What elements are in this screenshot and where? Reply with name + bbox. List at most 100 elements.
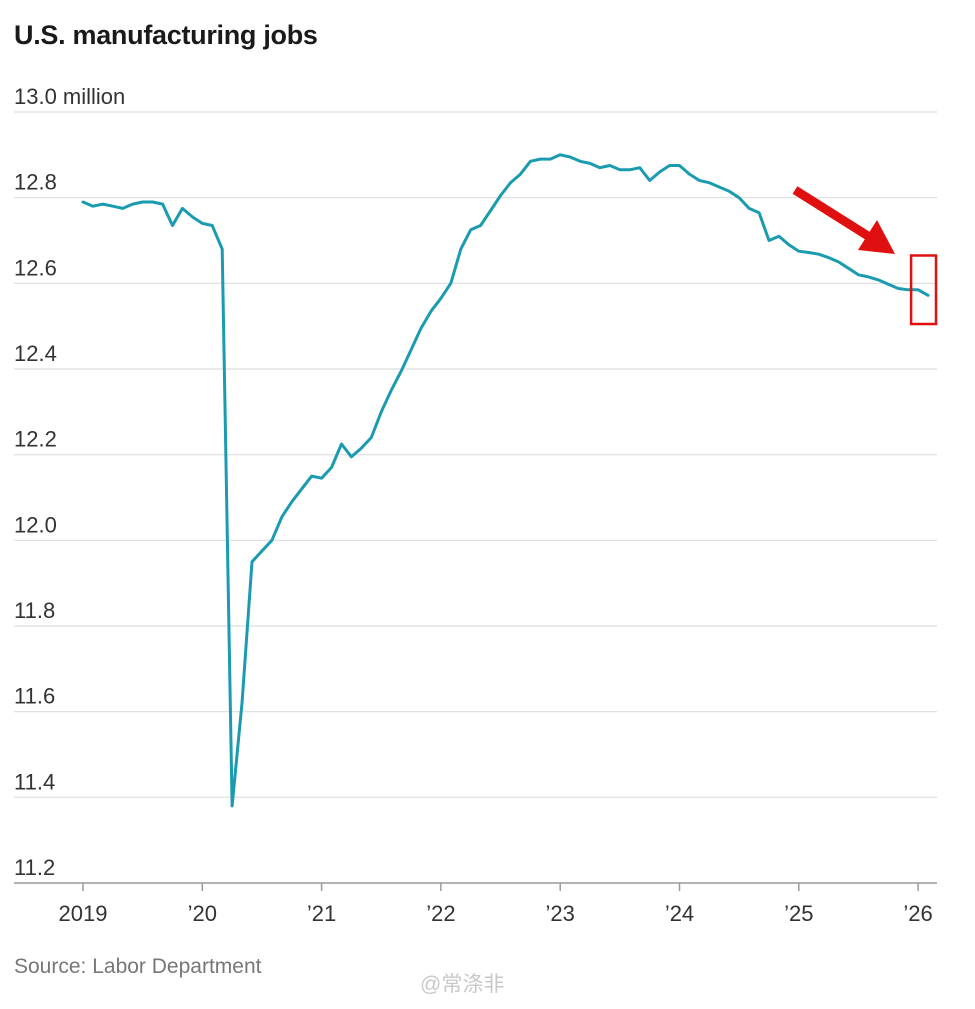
data-point [768, 239, 771, 242]
data-point [738, 196, 741, 199]
data-point [748, 207, 751, 210]
y-tick-label: 11.2 [14, 855, 55, 880]
data-point [509, 181, 512, 184]
data-point [539, 158, 542, 161]
data-point [181, 207, 184, 210]
data-point [489, 209, 492, 212]
x-tick-label: ’26 [903, 901, 932, 926]
annotation-arrow-shaft [792, 186, 871, 240]
annotation-arrow-head [858, 220, 895, 254]
series-layer [81, 153, 930, 808]
data-point [360, 447, 363, 450]
data-point [519, 173, 522, 176]
data-point [82, 201, 85, 204]
y-tick-label: 13.0 million [14, 84, 125, 109]
y-axis-labels: 13.0 million 12.8 12.6 12.4 12.2 12.0 11.8 11.6… [14, 84, 125, 880]
data-point [678, 164, 681, 167]
data-point [529, 160, 532, 163]
data-point [658, 171, 661, 174]
data-point [320, 477, 323, 480]
data-point [837, 260, 840, 263]
data-point [927, 294, 930, 297]
data-point [141, 201, 144, 204]
data-point [449, 282, 452, 285]
data-point [300, 487, 303, 490]
data-point [579, 160, 582, 163]
data-point [390, 389, 393, 392]
data-point [101, 203, 104, 206]
x-tick-label: 2019 [59, 901, 108, 926]
annotations [792, 186, 938, 326]
data-point [698, 179, 701, 182]
data-point [201, 222, 204, 225]
data-point [111, 205, 114, 208]
data-point [728, 190, 731, 193]
x-tick-label: ’22 [426, 901, 455, 926]
data-point [917, 288, 920, 291]
data-point [847, 267, 850, 270]
source-note: Source: Labor Department [14, 955, 262, 978]
data-point [459, 248, 462, 251]
data-point [907, 288, 910, 291]
data-point [260, 550, 263, 553]
data-point [648, 179, 651, 182]
data-point [758, 211, 761, 214]
x-tick-label: ’24 [665, 901, 694, 926]
x-tick-label: ’20 [188, 901, 217, 926]
data-point [410, 348, 413, 351]
data-point [151, 201, 154, 204]
data-point [251, 560, 254, 563]
x-axis: 2019 ’20 ’21 ’22 ’23 ’24 ’25 ’26 [59, 883, 933, 926]
data-point [787, 243, 790, 246]
data-point [618, 168, 621, 171]
watermark: @常涤非 [420, 973, 505, 996]
data-point [797, 250, 800, 253]
y-tick-label: 12.0 [14, 512, 57, 537]
data-point [231, 804, 234, 807]
x-tick-label: ’21 [307, 901, 336, 926]
data-point [559, 153, 562, 156]
data-point [608, 164, 611, 167]
data-point [430, 310, 433, 313]
data-point [161, 203, 164, 206]
data-point [708, 181, 711, 184]
x-tick-label: ’23 [546, 901, 575, 926]
data-point [370, 436, 373, 439]
data-point [350, 455, 353, 458]
data-point [290, 500, 293, 503]
data-point [91, 205, 94, 208]
data-point [569, 156, 572, 159]
x-tick-label: ’25 [784, 901, 813, 926]
data-point [211, 224, 214, 227]
data-point [241, 702, 244, 705]
data-point [479, 224, 482, 227]
data-point [857, 273, 860, 276]
data-point [221, 248, 224, 251]
data-point [121, 207, 124, 210]
data-point [688, 173, 691, 176]
data-point [469, 228, 472, 231]
data-point [191, 215, 194, 218]
y-tick-label: 11.4 [14, 769, 55, 794]
data-point [777, 235, 780, 238]
gridlines [14, 111, 937, 884]
chart-title: U.S. manufacturing jobs [14, 20, 318, 50]
data-point [867, 275, 870, 278]
y-tick-label: 12.4 [14, 341, 57, 366]
data-point [380, 410, 383, 413]
data-point [280, 515, 283, 518]
data-point [420, 327, 423, 330]
data-point [718, 186, 721, 189]
data-point [499, 194, 502, 197]
data-point [549, 158, 552, 161]
y-tick-label: 12.6 [14, 255, 57, 280]
data-point [628, 168, 631, 171]
annotation-highlight-box [909, 254, 938, 326]
data-point [131, 203, 134, 206]
data-point [400, 370, 403, 373]
data-point [330, 466, 333, 469]
data-point [638, 166, 641, 169]
data-point [827, 256, 830, 259]
data-point [807, 251, 810, 254]
